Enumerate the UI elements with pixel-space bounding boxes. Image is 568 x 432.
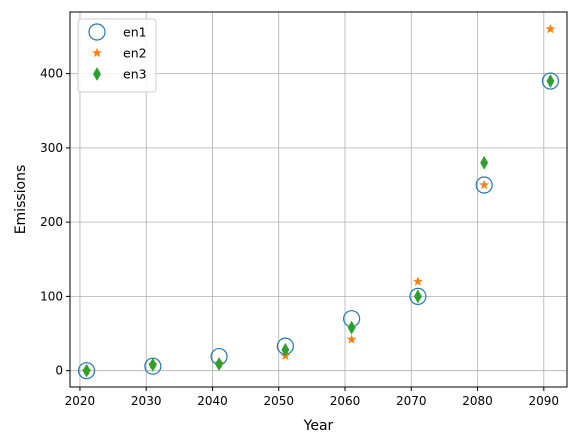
y-tick-label: 200 (40, 215, 63, 229)
series-en3 (82, 74, 555, 378)
data-point-en2 (346, 334, 357, 344)
data-point-en3 (546, 74, 555, 89)
x-tick-label: 2070 (396, 394, 427, 408)
x-tick-label: 2020 (65, 394, 96, 408)
data-point-en3 (82, 363, 91, 378)
data-point-en1 (475, 176, 493, 194)
legend-marker-en1 (88, 23, 106, 41)
y-tick-label: 0 (55, 364, 63, 378)
data-point-en2 (545, 23, 556, 34)
data-point-en1 (77, 362, 96, 380)
legend-marker-en3 (93, 66, 101, 82)
y-tick-label: 400 (40, 67, 63, 81)
data-point-en1 (541, 72, 560, 90)
data-points (77, 23, 560, 380)
legend-label-en1: en1 (123, 25, 147, 40)
data-point-en3 (347, 320, 356, 335)
x-tick-label: 2080 (462, 394, 493, 408)
y-tick-label: 100 (40, 289, 63, 303)
y-tick-label: 300 (40, 141, 63, 155)
legend-label-en2: en2 (123, 46, 147, 61)
data-point-en3 (281, 342, 290, 357)
data-point-en3 (148, 357, 157, 372)
data-point-en3 (413, 289, 422, 304)
x-tick-label: 2060 (330, 394, 361, 408)
x-tick-label: 2030 (131, 394, 162, 408)
x-tick-label: 2040 (197, 394, 228, 408)
grid (70, 12, 567, 387)
legend-marker-en2 (91, 47, 103, 58)
legend-label-en3: en3 (123, 67, 147, 82)
data-point-en3 (480, 155, 489, 170)
legend: en1 en2 en3 (77, 18, 157, 93)
data-point-en2 (412, 276, 423, 286)
x-tick-label: 2050 (263, 394, 294, 408)
x-axis-label: Year (303, 418, 334, 432)
data-point-en3 (215, 356, 224, 371)
data-point-en2 (479, 179, 490, 190)
axis-ticks: 2020 2030 2040 2050 2060 2070 2080 2090 0 100 200 3… (40, 67, 559, 408)
x-tick-label: 2090 (529, 394, 560, 408)
series-en1 (77, 72, 560, 380)
plot-frame (69, 11, 568, 388)
data-point-en1 (409, 287, 427, 306)
y-axis-label: Emissions (13, 165, 29, 235)
